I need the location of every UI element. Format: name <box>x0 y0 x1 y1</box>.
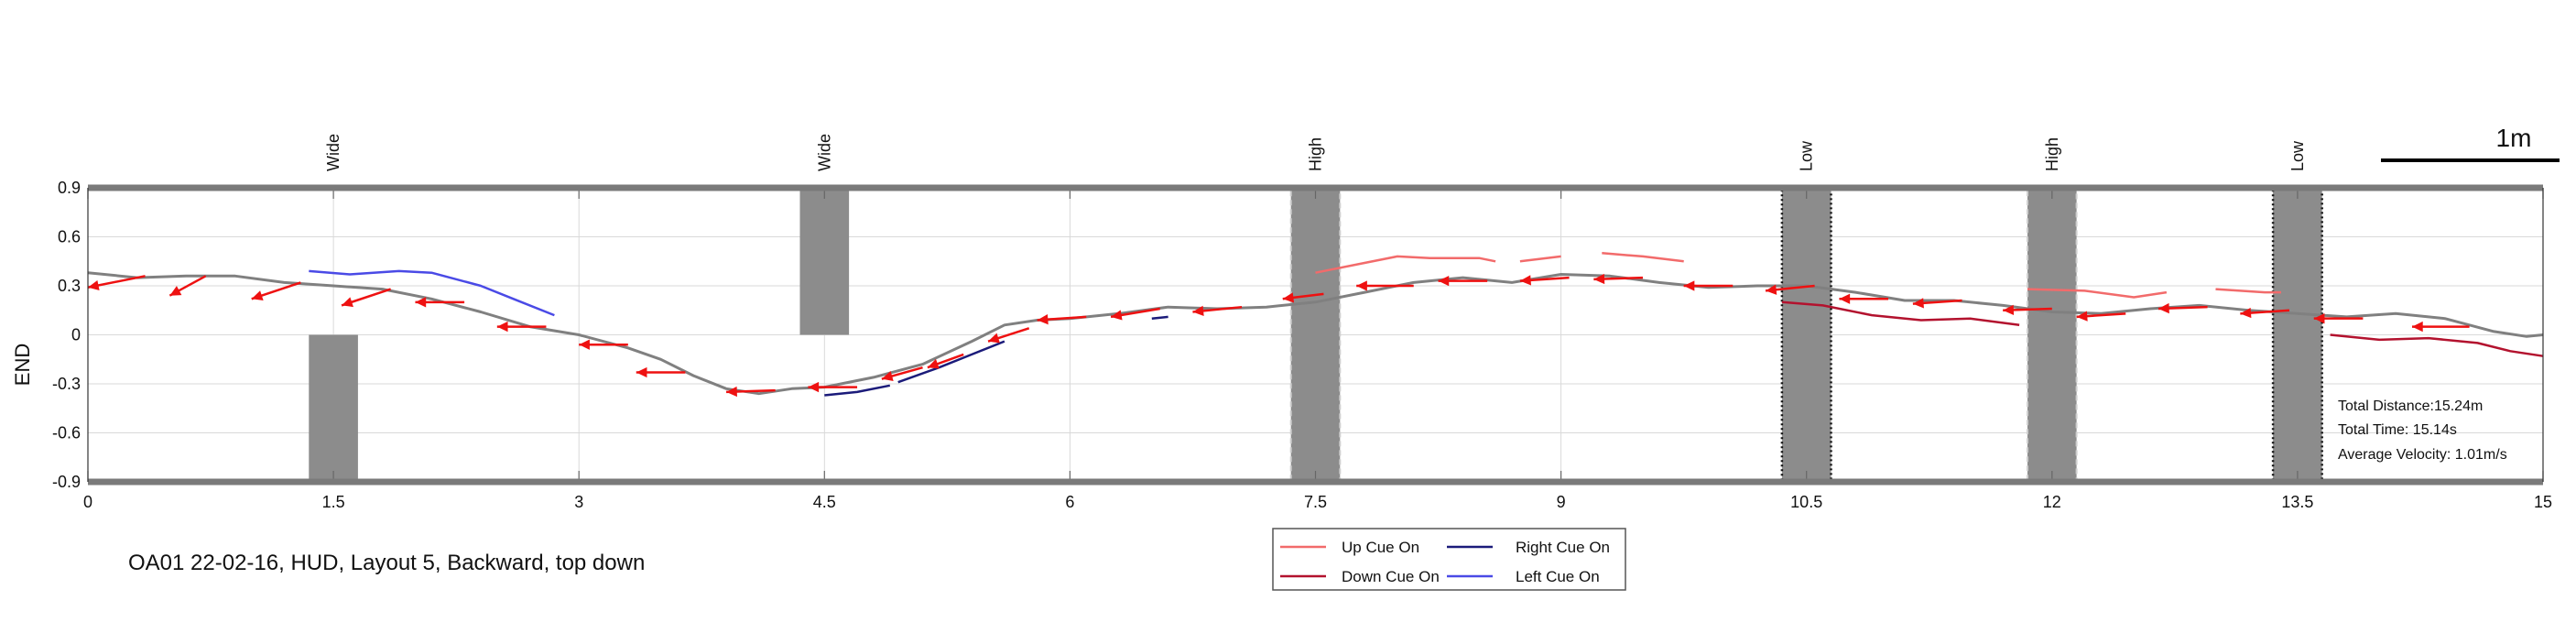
up-cue-on-segment <box>1602 252 1684 263</box>
heading-arrow <box>579 339 628 350</box>
heading-arrow <box>2313 313 2364 324</box>
heading-arrow <box>2240 307 2290 319</box>
y-tick-label: 0.9 <box>58 179 81 197</box>
y-tick-label: 0.6 <box>58 228 81 246</box>
heading-arrow <box>2412 321 2470 333</box>
total-distance: Total Distance:15.24m <box>2338 398 2483 414</box>
heading-arrow <box>2158 302 2208 314</box>
heading-arrow <box>1438 275 1488 287</box>
obstacle-label: High <box>2043 137 2061 171</box>
heading-arrow <box>1683 280 1734 291</box>
heading-arrow <box>2076 311 2126 322</box>
right-cue-on-segment <box>897 340 1005 384</box>
x-tick-label: 3 <box>574 493 583 511</box>
heading-arrow <box>1037 314 1087 325</box>
down-cue-on-segment <box>2330 333 2544 357</box>
x-tick-label: 0 <box>83 493 92 511</box>
right-cue-on-segment <box>824 384 891 397</box>
y-axis-label: END <box>11 344 34 386</box>
heading-arrow <box>1356 280 1414 291</box>
heading-arrow <box>808 381 858 393</box>
obstacle-low <box>2271 186 2323 484</box>
heading-arrow <box>1765 284 1815 295</box>
heading-arrow <box>496 321 547 333</box>
scale-bar-label: 1m <box>2496 124 2532 152</box>
x-tick-label: 6 <box>1065 493 1074 511</box>
legend-label-right: Right Cue On <box>1516 539 1610 556</box>
heading-arrow <box>726 386 776 398</box>
obstacle-high <box>1289 187 1342 483</box>
right-cue-on-segment <box>1151 315 1168 320</box>
obstacle-label: Low <box>2288 140 2307 171</box>
up-cue-on-segment <box>2215 288 2281 294</box>
heading-arrow <box>1110 307 1160 321</box>
scale-bar: 1m <box>2381 124 2560 162</box>
heading-arrow <box>636 366 686 378</box>
x-tick-label: 10.5 <box>1790 493 1822 511</box>
up-cue-on-segment <box>1315 255 1496 274</box>
obstacle-label: Wide <box>324 134 342 171</box>
y-tick-label: -0.6 <box>52 424 81 442</box>
x-tick-label: 1.5 <box>322 493 345 511</box>
obstacle-high <box>2026 187 2078 483</box>
total-time: Total Time: 15.14s <box>2338 422 2457 438</box>
heading-arrow <box>415 297 465 308</box>
x-tick-label: 4.5 <box>813 493 836 511</box>
y-tick-label: 0 <box>71 326 81 344</box>
obstacle-low <box>1780 186 1832 484</box>
heading-arrow <box>1282 292 1324 303</box>
obstacle-label: High <box>1307 137 1325 171</box>
heading-arrows <box>87 273 2470 398</box>
down-cue-on-segment <box>1781 300 2020 327</box>
heading-arrow <box>987 327 1030 344</box>
x-tick-label: 9 <box>1557 493 1566 511</box>
legend-label-up: Up Cue On <box>1342 539 1419 556</box>
y-tick-label: 0.3 <box>58 277 81 295</box>
heading-arrow <box>1593 273 1644 285</box>
left-cue-on-segment <box>309 269 555 317</box>
obstacle-label: Low <box>1798 140 1816 171</box>
heading-arrow <box>1912 298 1962 309</box>
legend-label-left: Left Cue On <box>1516 568 1600 585</box>
stats-box: Total Distance:15.24m Total Time: 15.14s… <box>2338 398 2507 463</box>
y-tick-label: -0.9 <box>52 473 81 491</box>
legend-label-down: Down Cue On <box>1342 568 1440 585</box>
legend: Up Cue On Right Cue On Down Cue On Left … <box>1272 528 1626 591</box>
heading-arrow <box>927 353 964 369</box>
x-tick-label: 15 <box>2534 493 2552 511</box>
cue-series <box>309 252 2544 397</box>
axes: 0 1.5 3 4.5 6 7.5 9 10.5 12 13.5 15 0.9 0.6 0.3 0 -0.3 -… <box>52 179 2552 511</box>
legend-box <box>1272 528 1626 591</box>
obstacle-labels: Wide Wide High Low High Low <box>324 134 2307 171</box>
heading-arrow <box>881 366 923 381</box>
up-cue-on-segment <box>2027 288 2168 299</box>
y-tick-label: -0.3 <box>52 375 81 393</box>
heading-arrow <box>1192 305 1243 316</box>
chart-title: OA01 22-02-16, HUD, Layout 5, Backward, … <box>128 551 645 575</box>
average-velocity: Average Velocity: 1.01m/s <box>2338 447 2507 463</box>
heading-arrow <box>1839 293 1889 304</box>
x-tick-label: 7.5 <box>1304 493 1327 511</box>
obstacle-wide <box>309 334 358 482</box>
heading-arrow <box>1519 275 1570 286</box>
heading-arrow <box>341 288 392 308</box>
heading-arrow <box>251 281 301 300</box>
heading-arrow <box>168 275 207 297</box>
x-tick-label: 12 <box>2043 493 2061 511</box>
up-cue-on-segment <box>1519 255 1561 263</box>
obstacle-wide <box>799 188 850 335</box>
heading-arrow <box>87 275 146 291</box>
x-tick-label: 13.5 <box>2281 493 2313 511</box>
heading-arrow <box>2003 304 2052 316</box>
obstacle-label: Wide <box>815 134 833 171</box>
